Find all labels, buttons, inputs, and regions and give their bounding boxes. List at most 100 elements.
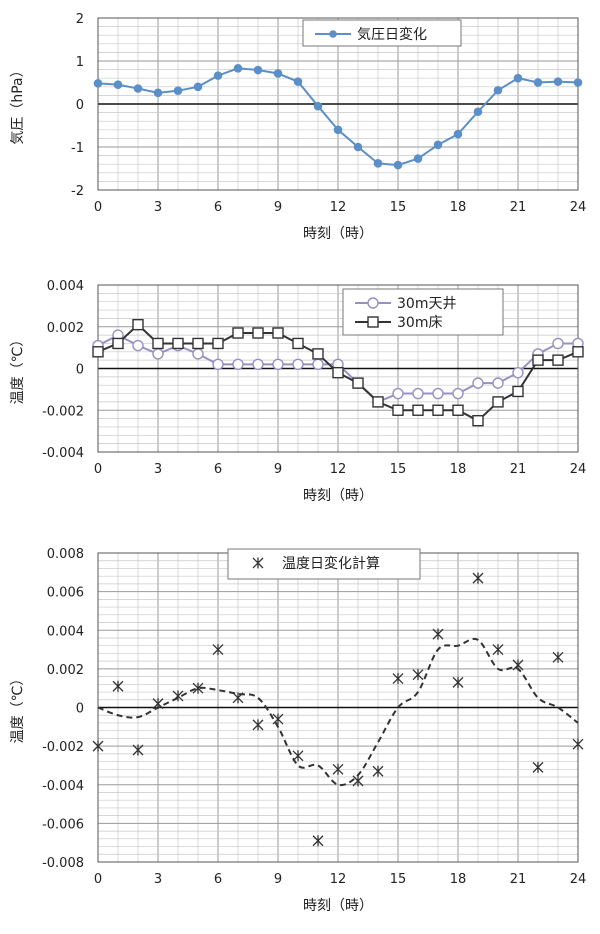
data-point [133, 84, 143, 93]
data-point [192, 682, 204, 694]
y-tick-label: 0 [76, 363, 84, 378]
data-point [212, 358, 224, 371]
x-tick-label: 15 [390, 462, 407, 477]
x-tick-label: 24 [570, 462, 587, 477]
x-tick-label: 24 [570, 200, 587, 215]
data-point [492, 377, 504, 389]
y-tick-label: 0 [76, 702, 84, 717]
legend-marker [367, 316, 379, 328]
data-point [513, 73, 523, 83]
x-tick-label: 0 [94, 462, 102, 477]
data-point [352, 775, 364, 787]
data-point [292, 358, 304, 371]
data-point [452, 676, 464, 688]
data-point [392, 673, 404, 685]
data-point [172, 337, 184, 350]
x-tick-label: 15 [390, 872, 407, 887]
data-point [393, 160, 403, 170]
data-point [92, 346, 104, 358]
data-point [332, 366, 344, 379]
y-tick-label: -0.006 [42, 817, 84, 832]
data-point [473, 107, 483, 117]
data-point [112, 680, 124, 692]
data-point [193, 82, 203, 92]
y-tick-label: 0.002 [47, 321, 84, 336]
y-tick-label: 2 [76, 12, 84, 27]
legend-marker [252, 557, 264, 569]
x-tick-label: 21 [510, 872, 527, 887]
x-tick-label: 9 [274, 872, 282, 887]
data-point [152, 337, 164, 350]
y-tick-label: -2 [71, 184, 84, 199]
legend-label: 気圧日変化 [357, 26, 427, 43]
y-tick-label: -0.002 [42, 740, 84, 755]
data-point [572, 346, 584, 358]
y-tick-label: -0.008 [42, 856, 84, 871]
data-point [372, 396, 384, 408]
x-tick-label: 21 [510, 462, 527, 477]
data-point [472, 414, 484, 427]
data-point [312, 358, 324, 371]
data-point [532, 761, 544, 773]
data-point [312, 835, 324, 847]
data-point [212, 337, 224, 350]
y-tick-label: -0.004 [42, 779, 84, 794]
data-point [92, 740, 104, 752]
x-tick-label: 6 [214, 200, 222, 215]
data-point [112, 337, 124, 350]
x-tick-label: 0 [94, 200, 102, 215]
y-tick-label: -0.002 [42, 404, 84, 419]
data-point [472, 377, 484, 389]
data-point [432, 404, 444, 416]
y-axis-title: 気圧（hPa） [10, 63, 26, 144]
data-point [573, 78, 583, 87]
x-tick-label: 12 [330, 872, 347, 887]
legend: 30m天井 30m床 [342, 288, 504, 336]
data-point [512, 366, 524, 379]
y-tick-label: -0.004 [42, 446, 84, 461]
legend-label: 温度日変化計算 [282, 555, 380, 572]
legend: 気圧日変化 [302, 19, 462, 47]
data-point [252, 327, 264, 339]
x-tick-label: 9 [274, 200, 282, 215]
data-point [152, 348, 164, 360]
data-point [492, 644, 504, 656]
data-point [132, 744, 144, 756]
data-point [493, 85, 503, 95]
data-point [432, 628, 444, 640]
data-point [553, 77, 563, 86]
data-point [352, 377, 364, 389]
legend-label: 30m天井 [397, 296, 456, 312]
data-point [452, 387, 464, 400]
data-point [392, 387, 404, 400]
data-point [212, 644, 224, 656]
data-point [132, 318, 144, 331]
x-tick-label: 21 [510, 200, 527, 215]
data-point [353, 142, 363, 152]
data-point [293, 77, 303, 86]
data-point [552, 651, 564, 663]
x-tick-label: 6 [214, 462, 222, 477]
legend: 温度日変化計算 [227, 548, 421, 580]
data-point [392, 404, 404, 416]
x-tick-label: 18 [450, 872, 467, 887]
data-point [192, 348, 204, 360]
plot-frame [97, 284, 579, 453]
y-tick-label: 0.002 [47, 663, 84, 678]
data-point [252, 358, 264, 371]
x-tick-label: 0 [94, 872, 102, 887]
x-tick-label: 12 [330, 200, 347, 215]
data-point [253, 65, 263, 75]
x-axis-title: 時刻（時） [303, 488, 373, 504]
x-tick-label: 18 [450, 462, 467, 477]
legend-marker [367, 297, 379, 309]
plot-frame [97, 17, 579, 191]
y-axis-title: 温度（℃） [10, 333, 26, 405]
x-tick-label: 15 [390, 200, 407, 215]
y-tick-label: 0.004 [47, 279, 84, 294]
series-2 [92, 318, 584, 427]
data-point [272, 358, 284, 371]
x-tick-label: 12 [330, 462, 347, 477]
